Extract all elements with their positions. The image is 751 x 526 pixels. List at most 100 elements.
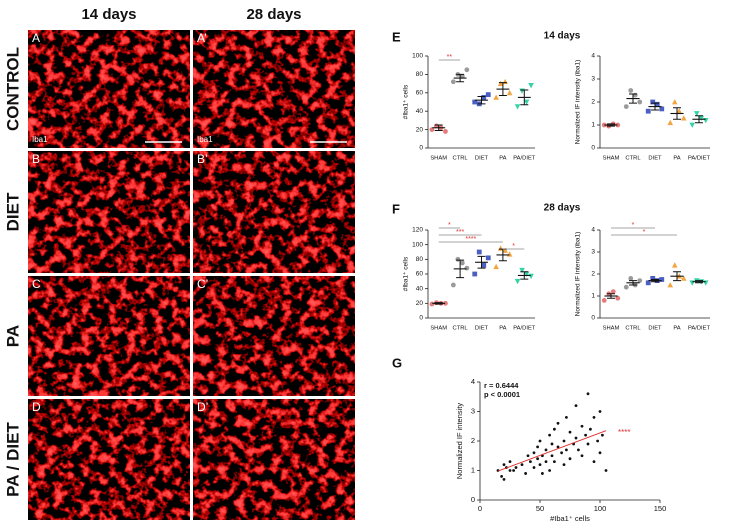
error-bar [607,293,615,299]
data-point [586,442,590,446]
micrograph [28,399,190,520]
panel-letter: B [32,152,40,166]
data-point [568,457,572,461]
category-label: PA [499,326,506,332]
data-point [628,276,634,281]
y-tick-label: 4 [471,377,475,386]
y-tick-label: 120 [412,227,423,234]
data-point [506,89,513,96]
data-point [574,436,578,440]
panel-letter: D’ [197,400,208,414]
data-point [502,477,506,481]
data-point [526,454,530,458]
data-point [536,445,539,449]
panel-letter: A’ [197,31,207,45]
category-label: PA/DIET [513,156,536,162]
y-tick-label: 0 [591,315,595,322]
data-point [568,430,572,434]
data-point [632,92,638,98]
error-bar [629,93,637,104]
data-point [671,99,678,105]
category-label: DIET [648,156,662,162]
error-bar [520,89,529,106]
data-point [459,73,465,79]
data-point [443,300,448,306]
data-point [580,454,584,458]
y-tick-label: 3 [591,249,595,256]
data-point [586,392,590,396]
y-tick-label: 20 [416,126,424,133]
data-point [476,249,482,255]
category-label: PA [673,326,680,332]
y-axis-label: Normalized IF intensity (iba1) [575,232,582,317]
fit-line [497,430,607,472]
data-point [502,463,506,466]
data-point [592,460,596,464]
statistic: p < 0.0001 [484,390,520,399]
data-point [508,460,512,464]
data-point [654,101,660,107]
category-label: CTRL [453,156,469,162]
data-point [532,466,536,469]
significance-label: * [448,222,451,229]
category-label: PA [673,156,680,162]
significance-label: **** [465,236,476,243]
category-label: DIET [475,156,489,162]
data-point [512,469,515,472]
micrograph [193,151,355,273]
data-point [550,442,554,446]
data-point [623,104,629,109]
significance-label: * [512,243,515,250]
data-point [589,427,592,431]
data-point [560,451,563,455]
y-tick-label: 0 [471,495,475,504]
significance-label: **** [618,428,630,437]
data-point [556,445,560,449]
error-bar [607,123,615,127]
data-point [637,99,643,105]
category-label: SHAM [603,326,620,332]
data-point [514,104,521,110]
panel-letter: B’ [197,152,208,166]
y-tick-label: 100 [412,241,423,248]
data-point [693,111,700,117]
panel-letter: A [32,31,40,45]
section-title: 28 days [544,203,581,214]
category-label: SHAM [603,156,620,162]
section-letter: G [392,355,402,370]
data-point [623,284,629,290]
category-label: PA/DIET [688,326,711,332]
data-point [550,454,554,458]
data-point [671,262,678,268]
section-letter: E [392,29,401,44]
data-point [528,273,534,280]
error-bar [456,73,465,83]
data-point [464,265,470,271]
data-point [615,122,621,128]
y-tick-label: 0 [419,315,423,322]
data-point [601,433,604,437]
micrograph [193,399,355,520]
data-point [562,439,566,443]
data-point [532,451,536,455]
section-title: 14 days [544,31,581,42]
y-axis-label: Normalized IF intensity (iba1) [575,60,582,145]
data-point [601,122,607,128]
data-point [565,416,568,419]
error-bar [695,280,703,284]
error-bar [695,115,703,124]
error-bar [520,271,529,280]
data-point [493,263,499,270]
data-point [659,277,665,282]
significance-label: *** [456,229,464,236]
data-point [450,79,456,85]
data-point [548,433,551,437]
data-point [676,108,683,114]
panel-letter: C’ [197,277,208,291]
data-point [528,83,534,89]
column-header: 28 days [246,6,301,23]
micrograph [28,30,190,148]
error-bar [673,271,681,282]
y-tick-label: 4 [591,227,595,234]
data-point [459,260,465,266]
